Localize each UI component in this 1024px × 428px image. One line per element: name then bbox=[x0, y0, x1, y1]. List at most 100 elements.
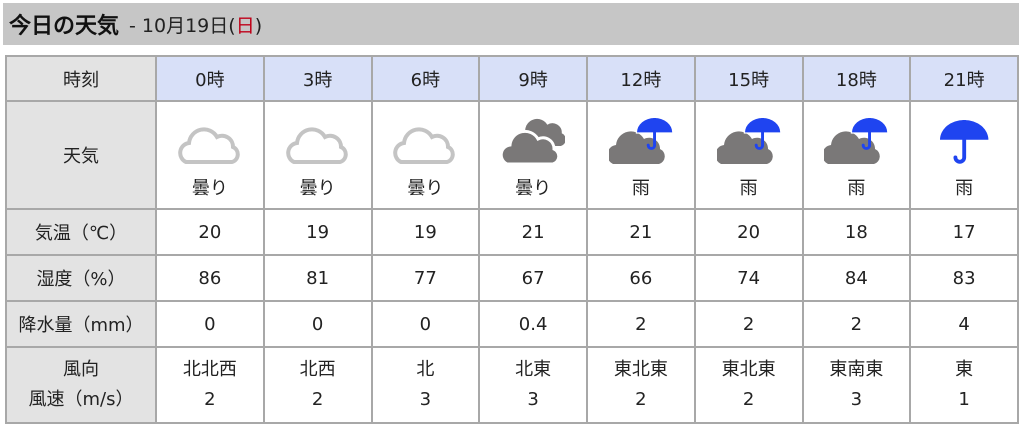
time-cell: 21時 bbox=[909, 55, 1019, 102]
wind-speed: 3 bbox=[527, 389, 539, 410]
cloud-umbrella-icon bbox=[716, 116, 781, 164]
cloud-heavy-icon bbox=[501, 118, 566, 166]
date: 10月19日( bbox=[141, 14, 236, 37]
weather-label: 曇り bbox=[407, 178, 444, 199]
wind-speed: 2 bbox=[742, 389, 755, 410]
weekday: 日 bbox=[235, 14, 255, 37]
weather-cell: 曇り bbox=[155, 100, 265, 210]
cloud-umbrella-icon bbox=[608, 116, 673, 164]
date-close: ) bbox=[254, 14, 263, 37]
humidity-cell: 77 bbox=[370, 254, 481, 302]
weather-cell: 雨 bbox=[693, 100, 804, 210]
label-precip: 降水量（mm） bbox=[5, 300, 157, 348]
weather-label: 曇り bbox=[191, 178, 228, 199]
humidity-cell: 67 bbox=[478, 254, 588, 302]
wind-dir: 北東 bbox=[515, 359, 552, 380]
label-wind-speed: 風速（m/s） bbox=[28, 389, 134, 410]
weather-label: 曇り bbox=[299, 178, 336, 199]
weather-cell: 雨 bbox=[586, 100, 696, 210]
temp-cell: 17 bbox=[909, 208, 1019, 256]
humidity-cell: 83 bbox=[909, 254, 1019, 302]
time-cell: 18時 bbox=[801, 55, 912, 102]
wind-speed: 2 bbox=[204, 389, 216, 410]
precip-cell: 0 bbox=[370, 300, 481, 348]
precip-cell: 2 bbox=[801, 300, 912, 348]
label-humidity: 湿度（%） bbox=[5, 254, 157, 302]
time-cell: 12時 bbox=[586, 55, 696, 102]
cloud-light-icon bbox=[393, 127, 456, 164]
wind-cell: 北西 2 bbox=[262, 346, 373, 424]
row-temp: 気温（℃） 20 19 19 21 21 20 18 17 bbox=[5, 208, 1019, 256]
row-wind: 風向 風速（m/s） 北北西 2 北西 2 北 3 北東 3 東北東 2 東北東 2 東南東 3 東 1 bbox=[5, 346, 1019, 424]
umbrella-icon bbox=[940, 120, 989, 164]
precip-cell: 4 bbox=[909, 300, 1019, 348]
temp-cell: 19 bbox=[370, 208, 481, 256]
label-weather: 天気 bbox=[5, 100, 157, 210]
temp-cell: 19 bbox=[262, 208, 373, 256]
humidity-cell: 66 bbox=[586, 254, 696, 302]
wind-cell: 北東 3 bbox=[478, 346, 588, 424]
page-title: 今日の天気 bbox=[9, 14, 120, 39]
wind-cell: 東北東 2 bbox=[693, 346, 804, 424]
wind-cell: 北北西 2 bbox=[155, 346, 265, 424]
weather-label: 曇り bbox=[515, 178, 552, 199]
row-weather: 天気曇り 曇り 曇り 曇り 雨 雨 雨 雨 bbox=[5, 100, 1019, 210]
wind-dir: 北 bbox=[416, 359, 435, 380]
wind-speed: 3 bbox=[419, 389, 432, 410]
forecast-table: 時刻 0時 3時 6時 9時 12時 15時 18時 21時 天気曇り 曇り 曇り 曇り 雨 雨 雨 雨 気温… bbox=[5, 55, 1019, 424]
humidity-cell: 84 bbox=[801, 254, 912, 302]
time-cell: 0時 bbox=[155, 55, 265, 102]
wind-speed: 2 bbox=[635, 389, 647, 410]
date-label: - 10月19日(日) bbox=[129, 11, 262, 38]
precip-cell: 0 bbox=[155, 300, 265, 348]
row-humidity: 湿度（%） 86 81 77 67 66 74 84 83 bbox=[5, 254, 1019, 302]
wind-speed: 2 bbox=[311, 389, 324, 410]
humidity-cell: 74 bbox=[693, 254, 804, 302]
temp-cell: 18 bbox=[801, 208, 912, 256]
temp-cell: 20 bbox=[693, 208, 804, 256]
wind-cell: 東北東 2 bbox=[586, 346, 696, 424]
wind-dir: 東南東 bbox=[829, 359, 884, 380]
wind-speed: 1 bbox=[958, 389, 970, 410]
weather-cell: 曇り bbox=[370, 100, 481, 210]
row-precip: 降水量（mm） 0 0 0 0.4 2 2 2 4 bbox=[5, 300, 1019, 348]
cloud-umbrella-icon bbox=[824, 116, 889, 164]
wind-cell: 東南東 3 bbox=[801, 346, 912, 424]
weather-cell: 雨 bbox=[801, 100, 912, 210]
wind-dir: 東 bbox=[955, 359, 974, 380]
label-wind-dir: 風向 bbox=[63, 359, 99, 380]
wind-speed: 3 bbox=[850, 389, 863, 410]
time-cell: 15時 bbox=[693, 55, 804, 102]
time-cell: 6時 bbox=[370, 55, 481, 102]
weather-cell: 雨 bbox=[909, 100, 1019, 210]
wind-dir: 北北西 bbox=[182, 359, 237, 380]
precip-cell: 0.4 bbox=[478, 300, 588, 348]
humidity-cell: 86 bbox=[155, 254, 265, 302]
label-wind: 風向風速（m/s） bbox=[5, 346, 157, 424]
temp-cell: 21 bbox=[478, 208, 588, 256]
temp-cell: 20 bbox=[155, 208, 265, 256]
weather-label: 雨 bbox=[631, 178, 650, 199]
time-cell: 3時 bbox=[262, 55, 373, 102]
weather-cell: 曇り bbox=[262, 100, 373, 210]
weather-label: 雨 bbox=[847, 178, 866, 199]
wind-dir: 北西 bbox=[299, 359, 336, 380]
time-cell: 9時 bbox=[478, 55, 588, 102]
title-bar: 今日の天気 - 10月19日(日) bbox=[3, 3, 1019, 45]
wind-dir: 東北東 bbox=[613, 359, 668, 380]
weather-label: 雨 bbox=[739, 178, 758, 199]
precip-cell: 0 bbox=[262, 300, 373, 348]
weather-label: 雨 bbox=[955, 178, 974, 199]
label-temp: 気温（℃） bbox=[5, 208, 157, 256]
precip-cell: 2 bbox=[693, 300, 804, 348]
cloud-light-icon bbox=[178, 127, 240, 164]
cloud-light-icon bbox=[285, 127, 348, 164]
temp-cell: 21 bbox=[586, 208, 696, 256]
separator: - bbox=[129, 14, 136, 37]
weather-cell: 曇り bbox=[478, 100, 588, 210]
humidity-cell: 81 bbox=[262, 254, 373, 302]
wind-dir: 東北東 bbox=[721, 359, 776, 380]
label-time: 時刻 bbox=[5, 55, 157, 102]
